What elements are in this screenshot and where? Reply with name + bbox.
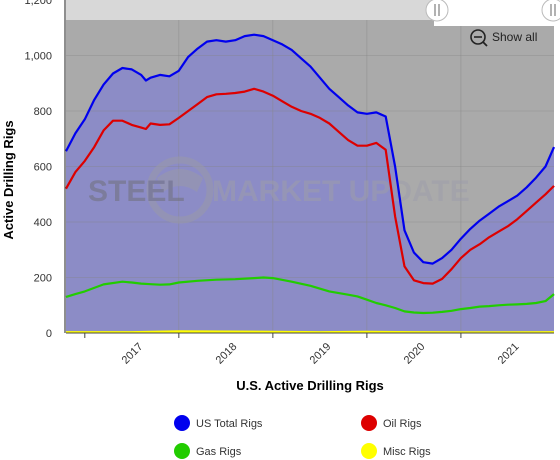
legend: US Total Rigs Oil Rigs Gas Rigs Misc Rigs (174, 415, 431, 459)
series-line-gas-rigs (65, 276, 555, 315)
series-line-oil-rigs (65, 87, 555, 285)
total-rigs-area (66, 34, 554, 333)
watermark-logo-arc (157, 169, 203, 192)
legend-label: Misc Rigs (383, 446, 431, 458)
legend-label: Gas Rigs (196, 446, 242, 458)
navigator-window[interactable] (434, 0, 560, 26)
x-tick-label: 2017 (120, 341, 146, 367)
series-line-misc-rigs (66, 330, 555, 334)
navigator-right-handle[interactable] (541, 0, 560, 22)
y-tick-label: 400 (34, 217, 52, 229)
watermark: STEEL MARKET UPDATE (88, 156, 470, 224)
range-navigator[interactable] (66, 0, 560, 26)
watermark-logo-ring (146, 156, 214, 224)
y-tick-label: 0 (46, 328, 52, 340)
zoom-out-icon (470, 29, 486, 45)
navigator-left-handle[interactable] (425, 0, 449, 22)
x-tick-label: 2021 (496, 341, 522, 367)
legend-item-gas-rigs[interactable]: Gas Rigs (174, 443, 242, 459)
show-all-label: Show all (492, 30, 537, 44)
y-tick-label: 200 (34, 273, 52, 285)
legend-item-us-total-rigs[interactable]: US Total Rigs (174, 415, 263, 431)
x-tick-label: 2018 (214, 341, 240, 367)
y-tick-label: 1,000 (24, 51, 52, 63)
x-axis-title: U.S. Active Drilling Rigs (236, 378, 384, 393)
y-axis-title: Active Drilling Rigs (1, 120, 16, 239)
show-all-button[interactable]: Show all (470, 29, 537, 47)
legend-marker (174, 443, 190, 459)
legend-label: Oil Rigs (383, 418, 422, 430)
watermark-left: STEEL (88, 175, 185, 208)
series-line-us-total-rigs (65, 33, 556, 265)
x-tick-label: 2020 (402, 341, 428, 367)
legend-label: US Total Rigs (196, 418, 263, 430)
series-lines (65, 33, 556, 334)
y-tick-label: 1,200 (24, 0, 52, 7)
area-layer (66, 34, 554, 333)
legend-marker (174, 415, 190, 431)
legend-marker (361, 443, 377, 459)
plot-area: STEEL MARKET UPDATE (65, 0, 556, 334)
y-tick-label: 800 (34, 106, 52, 118)
y-tick-label: 600 (34, 162, 52, 174)
watermark-right: MARKET UPDATE (212, 175, 470, 208)
legend-item-misc-rigs[interactable]: Misc Rigs (361, 443, 431, 459)
legend-item-oil-rigs[interactable]: Oil Rigs (361, 415, 422, 431)
x-axis: 2017 2018 2019 2020 2021 (66, 332, 554, 367)
y-axis: 0 200 400 600 800 1,000 1,200 (24, 0, 66, 340)
x-tick-label: 2019 (308, 341, 334, 367)
legend-marker (361, 415, 377, 431)
